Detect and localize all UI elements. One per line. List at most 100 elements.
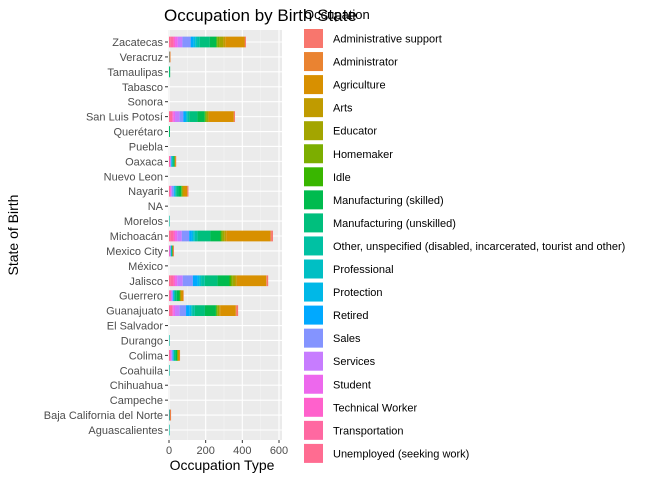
bar-segment <box>197 230 211 242</box>
bar-segment <box>177 230 182 242</box>
y-tick-label: Guanajuato <box>106 306 163 318</box>
bar-segment <box>170 290 172 302</box>
y-axis-title: State of Birth <box>5 195 21 276</box>
bar-segment <box>183 290 184 302</box>
bar-segment <box>233 111 235 122</box>
bar-segment <box>236 275 267 287</box>
bar-segment <box>189 230 192 242</box>
y-tick-label: México <box>128 261 163 273</box>
y-tick-label: Zacatecas <box>112 37 163 49</box>
bar-segment <box>174 350 176 361</box>
bar-segment <box>176 290 180 302</box>
bar-segment <box>180 290 181 302</box>
bar-segment <box>176 185 179 197</box>
bar-segment <box>171 185 172 197</box>
legend-label: Other, unspecified (disabled, incarcerat… <box>333 241 625 253</box>
legend-key <box>304 236 323 256</box>
y-tick-label: San Luis Potosí <box>86 112 163 124</box>
y-tick-label: Nayarit <box>128 186 163 198</box>
bar-segment <box>170 156 171 167</box>
bar-segment <box>170 230 174 242</box>
legend-key <box>304 213 323 233</box>
bar-segment <box>170 350 171 361</box>
bar-segment <box>169 290 170 302</box>
bar-segment <box>193 36 196 48</box>
bar-segment <box>179 290 181 302</box>
bar-segment <box>173 275 176 287</box>
legend-label: Protection <box>333 287 383 299</box>
legend-key <box>304 121 323 141</box>
legend-key <box>304 397 323 417</box>
bar-segment <box>173 350 175 361</box>
bar-segment <box>171 245 172 257</box>
y-tick-label: Chihuahua <box>110 380 164 392</box>
bar-segment <box>208 111 234 122</box>
bar-segment <box>170 305 173 316</box>
bar-segment <box>173 305 176 316</box>
bar-segment <box>171 245 173 257</box>
y-axis-ticks: Aguascalientes Baja California del Norte C… <box>44 37 168 437</box>
bar-segment <box>178 185 182 197</box>
bar-segment <box>169 230 171 242</box>
bar-segment <box>171 290 173 302</box>
bar-segment <box>193 230 195 242</box>
y-tick-label: Puebla <box>129 141 164 153</box>
bar-segment <box>169 275 171 287</box>
bar-segment <box>173 350 174 361</box>
bar-segment <box>171 185 174 197</box>
legend-label: Student <box>333 379 371 391</box>
bar-segment <box>219 305 221 316</box>
y-tick-label: Mexico City <box>106 246 163 258</box>
bar-segment <box>170 185 171 197</box>
bar-segment <box>194 230 198 242</box>
bar-segment <box>191 305 193 316</box>
legend-key <box>304 420 323 440</box>
legend-key <box>304 374 323 394</box>
bar-segment <box>195 36 198 48</box>
bar-segment <box>169 364 170 376</box>
bar-segment <box>183 111 186 122</box>
x-tick-label: 600 <box>270 445 288 457</box>
bar-segment <box>178 350 180 361</box>
bar-segment <box>189 111 198 122</box>
bar-segment <box>175 185 177 197</box>
legend-label: Professional <box>333 264 394 276</box>
bar-segment <box>171 156 173 167</box>
bar-segment <box>181 185 183 197</box>
bar-segment <box>179 111 184 122</box>
bar-segment <box>171 350 173 361</box>
y-tick-label: Querétaro <box>113 127 163 139</box>
bar-segment <box>172 156 174 167</box>
y-tick-label: Nuevo Leon <box>104 171 163 183</box>
bar-segment <box>245 36 246 48</box>
bar-segment <box>190 36 194 48</box>
bar-segment <box>172 245 174 257</box>
x-tick-label: 0 <box>166 445 172 457</box>
bar-segment <box>187 185 189 197</box>
y-tick-label: Veracruz <box>120 52 163 64</box>
bar-segment <box>220 230 222 242</box>
bar-segment <box>215 305 217 316</box>
legend: Administrative support Administrator Agric… <box>304 29 625 463</box>
bar-segment <box>170 409 172 421</box>
legend-label: Homemaker <box>333 149 393 161</box>
bar-segment <box>197 111 205 122</box>
bar-segment <box>174 156 176 167</box>
bar-segment <box>204 305 216 316</box>
grid-major <box>168 30 282 440</box>
bar-segment <box>179 305 187 316</box>
bar-segment <box>170 111 173 122</box>
legend-label: Arts <box>333 103 353 115</box>
legend-key <box>304 259 323 279</box>
bar-segment <box>224 230 227 242</box>
bar-segment <box>172 290 174 302</box>
bar-segment <box>172 245 173 257</box>
bar-segment <box>169 185 171 197</box>
bar-segment <box>169 245 171 257</box>
bar-segment <box>183 185 188 197</box>
bar-segment <box>170 156 172 167</box>
bar-segment <box>169 305 171 316</box>
y-tick-label: Guerrero <box>119 291 163 303</box>
y-tick-label: NA <box>148 201 164 213</box>
bar-segment <box>209 36 217 48</box>
